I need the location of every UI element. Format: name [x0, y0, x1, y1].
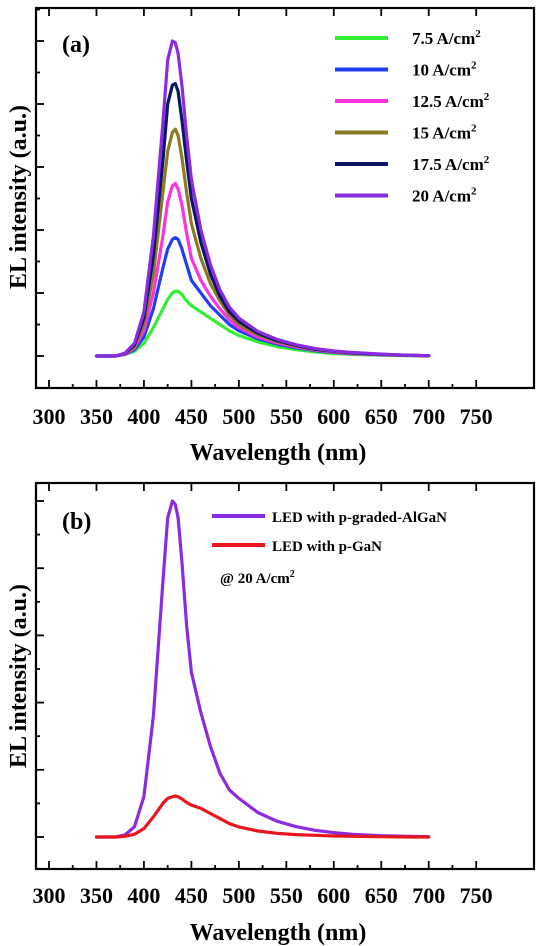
legend-label: 15 A/cm2 — [412, 123, 477, 143]
x-tick-label: 750 — [460, 404, 493, 429]
panel-b-label: (b) — [62, 509, 91, 535]
legend-label-main: 12.5 A/cm — [412, 92, 484, 111]
panel-b-plot-frame — [34, 481, 536, 871]
legend-label-main: 15 A/cm — [412, 124, 471, 143]
x-tick-label: 350 — [80, 404, 113, 429]
legend-label-main: 17.5 A/cm — [412, 155, 484, 174]
legend-label-sup: 2 — [475, 28, 481, 40]
x-tick-label: 650 — [365, 883, 398, 908]
x-tick-label: 500 — [222, 404, 255, 429]
legend-label-main: 10 A/cm — [412, 61, 471, 80]
panel-b-series-lines — [94, 499, 431, 839]
legend-label-sup: 2 — [484, 154, 490, 166]
x-tick-label: 500 — [222, 883, 255, 908]
panel-a: 300 350 400 450 500 550 600 650 700 750 7.5 A/cm2… — [6, 6, 536, 466]
x-tick-label: 700 — [412, 404, 445, 429]
panel-a-series-lines — [94, 39, 431, 358]
x-tick-label: 450 — [175, 883, 208, 908]
x-tick-label: 650 — [365, 404, 398, 429]
panel-b-annotation-main: @ 20 A/cm — [220, 571, 290, 587]
x-tick-label: 300 — [33, 883, 66, 908]
legend-label-sup: 2 — [471, 123, 477, 135]
x-tick-label: 550 — [270, 883, 303, 908]
legend-label: 20 A/cm2 — [412, 186, 477, 206]
x-tick-label: 600 — [317, 404, 350, 429]
legend-label-main: 20 A/cm — [412, 187, 471, 206]
x-tick-label: 400 — [127, 404, 160, 429]
legend-label: LED with p-graded-AlGaN — [272, 510, 447, 526]
legend-label-sup: 2 — [484, 91, 490, 103]
x-tick-label: 300 — [33, 404, 66, 429]
series-line-1 — [94, 499, 431, 839]
panel-b-y-axis-label: EL intensity (a.u.) — [6, 584, 32, 768]
panel-b-annotation-sup: 2 — [290, 569, 295, 580]
panel-b-x-axis-label: Wavelength (nm) — [190, 920, 367, 946]
legend-label: 17.5 A/cm2 — [412, 154, 490, 174]
panel-b-ticks — [36, 483, 478, 869]
legend-label: 7.5 A/cm2 — [412, 28, 481, 48]
panel-a-x-axis-label: Wavelength (nm) — [190, 440, 367, 466]
x-tick-label: 550 — [270, 404, 303, 429]
panel-b: 300 350 400 450 500 550 600 650 700 750 LED with … — [6, 481, 536, 946]
x-tick-label: 750 — [460, 883, 493, 908]
legend-label-sup: 2 — [471, 60, 477, 72]
panel-b-legend: LED with p-graded-AlGaN LED with p-GaN — [212, 510, 447, 555]
x-tick-label: 400 — [127, 883, 160, 908]
legend-label: 12.5 A/cm2 — [412, 91, 490, 111]
x-tick-label: 700 — [412, 883, 445, 908]
legend-label: LED with p-GaN — [272, 539, 382, 555]
legend-label: 10 A/cm2 — [412, 60, 477, 80]
series-line-6 — [94, 39, 431, 358]
panel-b-x-tick-labels: 300 350 400 450 500 550 600 650 700 750 — [33, 883, 493, 908]
panel-a-x-tick-labels: 300 350 400 450 500 550 600 650 700 750 — [33, 404, 493, 429]
panel-a-ticks — [36, 8, 478, 388]
panel-a-y-axis-label: EL intensity (a.u.) — [6, 105, 32, 289]
legend-label-main: 7.5 A/cm — [412, 29, 475, 48]
legend-label-sup: 2 — [471, 186, 477, 198]
x-tick-label: 350 — [80, 883, 113, 908]
series-line-2 — [94, 794, 431, 839]
panel-a-label: (a) — [62, 32, 90, 58]
x-tick-label: 450 — [175, 404, 208, 429]
panel-b-annotation: @ 20 A/cm2 — [220, 569, 295, 587]
x-tick-label: 600 — [317, 883, 350, 908]
